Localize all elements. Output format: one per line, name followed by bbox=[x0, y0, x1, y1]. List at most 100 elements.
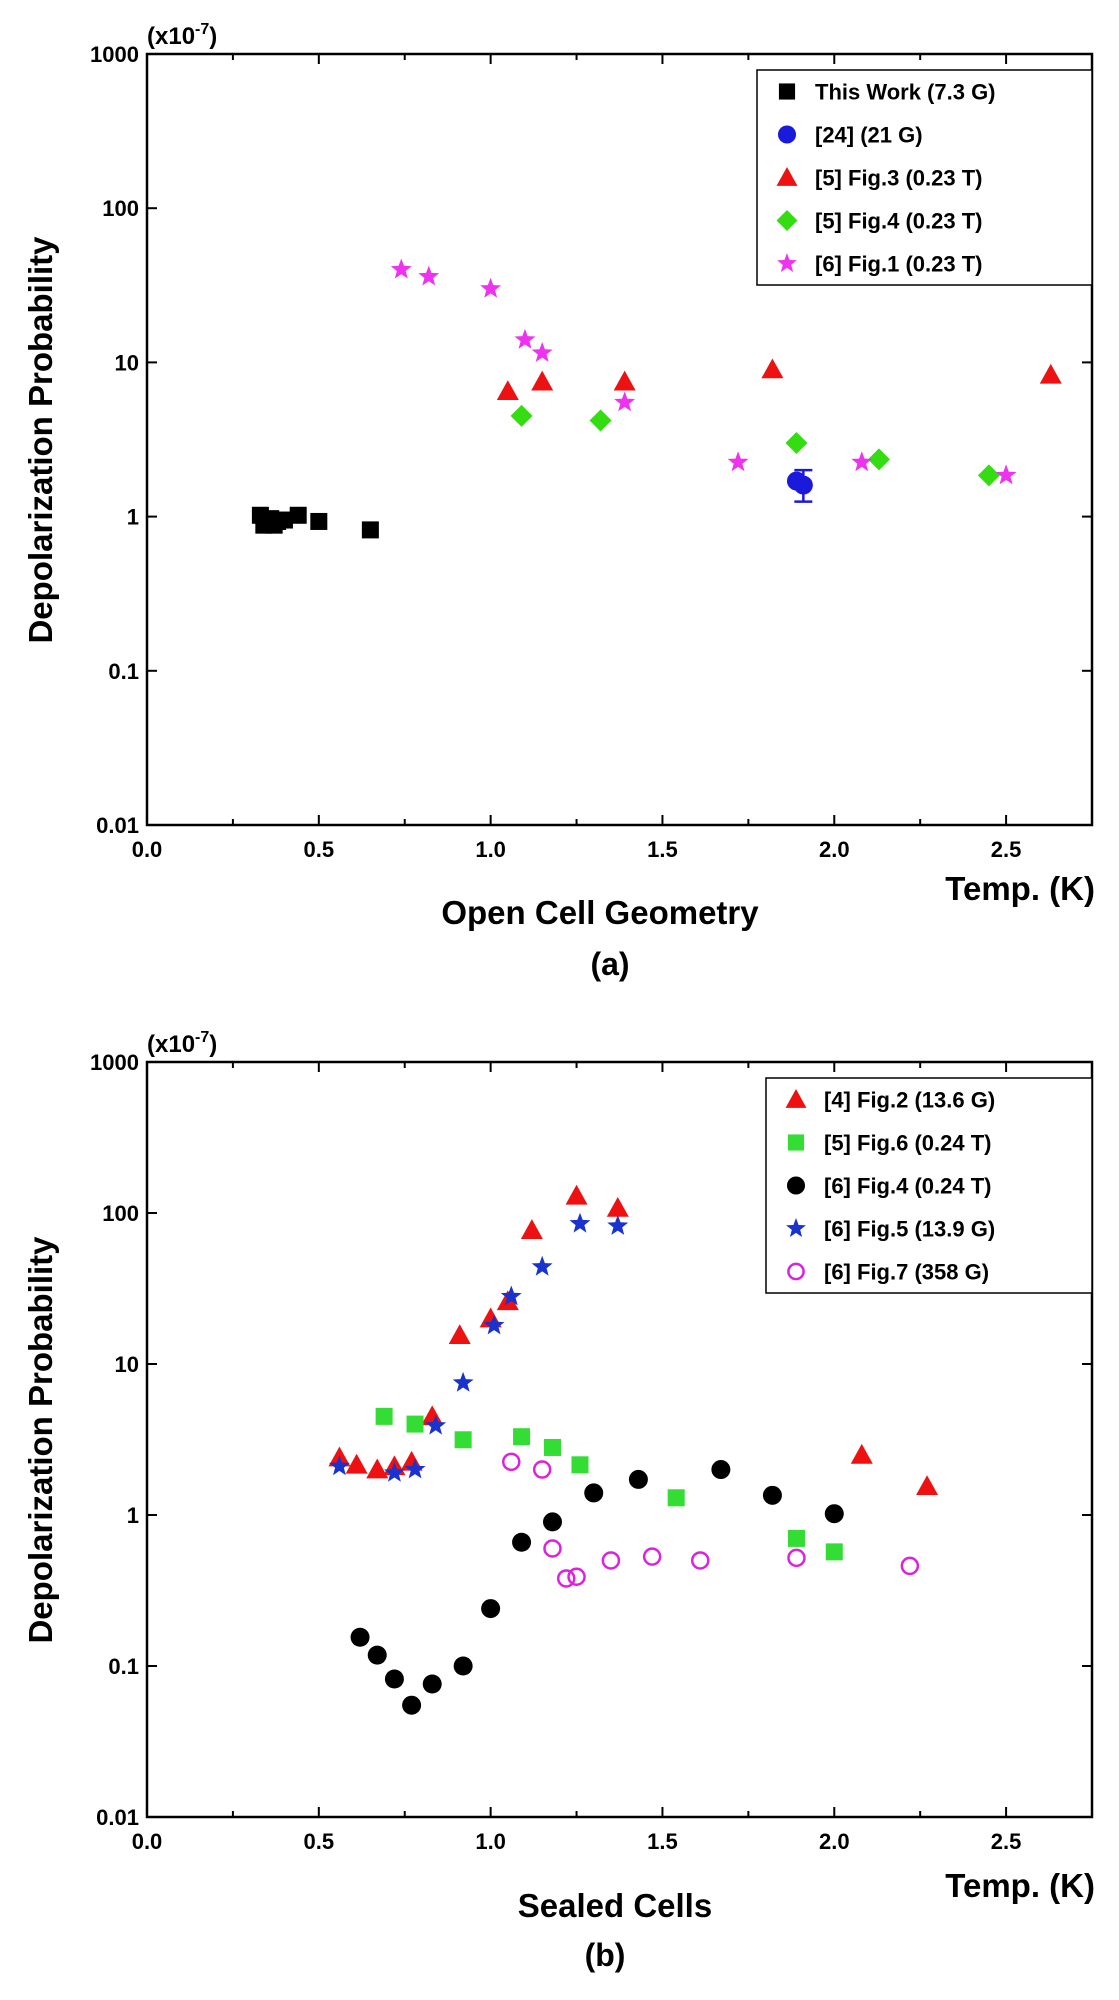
legend-entry-label: [6] Fig.4 (0.24 T) bbox=[824, 1174, 991, 1199]
x-tick-label: 0.5 bbox=[304, 837, 335, 862]
x-axis-label: Sealed Cells bbox=[518, 1887, 712, 1924]
y-scale-note: (x10-7) bbox=[147, 21, 217, 50]
legend-marker bbox=[776, 210, 798, 231]
x-tick-label: 1.5 bbox=[647, 837, 678, 862]
legend-marker bbox=[777, 125, 797, 144]
data-point bbox=[565, 1184, 588, 1205]
axis-ticks: 0.0 0.5 1.0 1.5 2.0 2.5 0.01 0.1 1 10 100 1000 bbox=[90, 42, 1092, 862]
data-point bbox=[850, 1443, 873, 1464]
x-tick-label: 0.0 bbox=[132, 1829, 163, 1854]
legend-entry-label: [6] Fig.5 (13.9 G) bbox=[824, 1217, 995, 1242]
x-tick-label: 2.5 bbox=[991, 1829, 1022, 1854]
data-point bbox=[628, 1469, 648, 1489]
data-point bbox=[406, 1415, 424, 1433]
data-point bbox=[762, 1485, 782, 1505]
data-point bbox=[556, 1569, 576, 1588]
legend: This Work (7.3 G) [24] (21 G) [5] Fig.3 (0… bbox=[756, 69, 1093, 286]
y-scale-note: (x10-7) bbox=[147, 1029, 217, 1058]
data-point bbox=[452, 1371, 474, 1392]
legend-entry-label: This Work (7.3 G) bbox=[815, 80, 996, 105]
data-point bbox=[567, 1567, 586, 1586]
data-point bbox=[606, 1196, 629, 1217]
data-point bbox=[480, 277, 502, 298]
data-marks bbox=[328, 1184, 939, 1715]
data-point bbox=[422, 1674, 442, 1694]
data-point bbox=[448, 1324, 471, 1345]
data-point bbox=[542, 1512, 562, 1532]
y-tick-label: 1 bbox=[127, 505, 139, 530]
data-point bbox=[289, 506, 307, 524]
legend-entry-label: [6] Fig.7 (358 G) bbox=[824, 1260, 989, 1285]
legend-entry-label: [24] (21 G) bbox=[815, 123, 923, 148]
data-point bbox=[520, 1219, 543, 1239]
data-point bbox=[787, 1529, 805, 1547]
panel-a: 0.0 0.5 1.0 1.5 2.0 2.5 0.01 0.1 1 10 100 1000 (x10… bbox=[22, 21, 1095, 982]
legend-marker bbox=[787, 1262, 805, 1281]
legend-entry-label: [5] Fig.4 (0.23 T) bbox=[815, 209, 982, 234]
data-point bbox=[607, 1215, 629, 1235]
legend-box bbox=[756, 69, 1093, 286]
data-point bbox=[825, 1543, 843, 1561]
y-tick-label: 1000 bbox=[90, 42, 139, 67]
data-point bbox=[571, 1456, 589, 1474]
panel-label: (b) bbox=[585, 1937, 626, 1973]
x-axis-unit-label: Temp. (K) bbox=[945, 870, 1095, 907]
data-point bbox=[995, 464, 1017, 485]
y-tick-label: 1000 bbox=[90, 1050, 139, 1075]
data-point bbox=[384, 1669, 404, 1689]
data-point bbox=[761, 358, 784, 379]
x-tick-label: 0.0 bbox=[132, 837, 163, 862]
plot-frame bbox=[145, 52, 1094, 827]
data-point bbox=[824, 1504, 844, 1524]
legend: [4] Fig.2 (13.6 G) [5] Fig.6 (0.24 T) [6] … bbox=[765, 1077, 1093, 1294]
x-axis-unit-label: Temp. (K) bbox=[945, 1867, 1095, 1904]
y-tick-label: 100 bbox=[102, 196, 139, 221]
y-tick-label: 100 bbox=[102, 1201, 139, 1226]
data-point bbox=[531, 342, 553, 362]
panel-label: (a) bbox=[590, 946, 629, 982]
data-point bbox=[601, 1551, 621, 1570]
data-point bbox=[500, 1285, 522, 1306]
data-point bbox=[851, 451, 873, 472]
legend-entry-label: [6] Fig.1 (0.23 T) bbox=[815, 252, 982, 277]
data-point bbox=[977, 464, 1000, 487]
data-point bbox=[512, 1532, 532, 1552]
data-point bbox=[531, 1255, 553, 1276]
data-point bbox=[454, 1431, 472, 1449]
data-point bbox=[787, 1548, 806, 1568]
data-point bbox=[543, 1539, 562, 1558]
y-tick-label: 1 bbox=[127, 1503, 139, 1528]
data-point bbox=[711, 1460, 731, 1480]
legend-marker bbox=[787, 1134, 805, 1151]
legend-entry-label: [5] Fig.3 (0.23 T) bbox=[815, 166, 982, 191]
data-point bbox=[514, 328, 536, 349]
data-point bbox=[404, 1458, 426, 1479]
data-point bbox=[367, 1645, 387, 1665]
data-point bbox=[384, 1461, 405, 1482]
data-point bbox=[569, 1212, 591, 1233]
legend-marker bbox=[776, 167, 798, 186]
data-point bbox=[727, 451, 749, 472]
legend-marker bbox=[777, 253, 797, 272]
legend-box bbox=[765, 1077, 1093, 1294]
data-point bbox=[481, 1599, 501, 1619]
legend-entry-label: [4] Fig.2 (13.6 G) bbox=[824, 1088, 995, 1113]
legend-marker bbox=[786, 1176, 806, 1195]
x-axis-label: Open Cell Geometry bbox=[441, 894, 759, 931]
data-point bbox=[418, 265, 440, 286]
data-point bbox=[793, 475, 813, 495]
data-point bbox=[345, 1453, 368, 1474]
data-point bbox=[275, 511, 293, 529]
data-point bbox=[916, 1475, 939, 1496]
legend-marker bbox=[778, 83, 796, 100]
x-tick-label: 1.5 bbox=[647, 1829, 678, 1854]
y-tick-label: 0.01 bbox=[96, 1805, 139, 1830]
data-point bbox=[510, 404, 533, 427]
data-point bbox=[329, 1455, 350, 1476]
y-axis-label: Depolarization Probability bbox=[22, 1236, 59, 1644]
data-point bbox=[350, 1627, 370, 1647]
data-point bbox=[402, 1695, 422, 1715]
data-point bbox=[375, 1407, 393, 1425]
x-tick-label: 1.0 bbox=[475, 1829, 506, 1854]
